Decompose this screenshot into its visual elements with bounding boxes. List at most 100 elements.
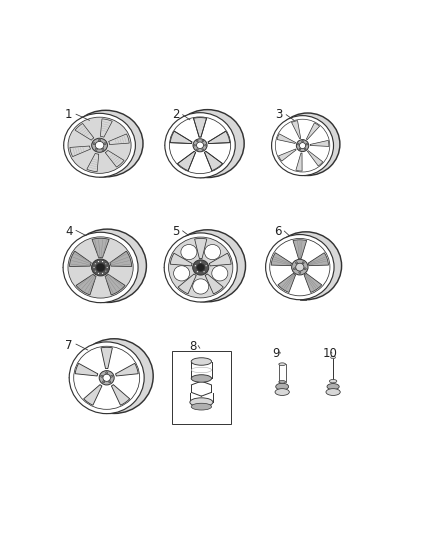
Ellipse shape (106, 266, 108, 268)
Ellipse shape (68, 237, 133, 298)
Ellipse shape (304, 268, 306, 270)
Polygon shape (87, 154, 99, 172)
Text: 1: 1 (65, 108, 72, 121)
Text: 4: 4 (65, 225, 72, 238)
Text: 7: 7 (65, 339, 72, 352)
Ellipse shape (296, 262, 297, 264)
Ellipse shape (193, 139, 207, 152)
Ellipse shape (102, 272, 103, 274)
Polygon shape (70, 251, 92, 266)
Ellipse shape (197, 142, 204, 149)
Polygon shape (110, 251, 132, 266)
Polygon shape (277, 134, 296, 143)
Ellipse shape (276, 113, 340, 175)
Polygon shape (209, 253, 231, 266)
Text: 5: 5 (172, 225, 179, 238)
Ellipse shape (297, 140, 309, 151)
Ellipse shape (94, 270, 96, 272)
Ellipse shape (196, 149, 198, 150)
Ellipse shape (98, 272, 99, 274)
Ellipse shape (95, 141, 104, 149)
Polygon shape (75, 124, 94, 140)
Ellipse shape (265, 235, 334, 300)
Ellipse shape (94, 263, 96, 265)
Polygon shape (105, 150, 124, 167)
Polygon shape (178, 274, 196, 294)
Ellipse shape (279, 381, 286, 383)
Polygon shape (307, 151, 323, 166)
Ellipse shape (106, 372, 108, 374)
Ellipse shape (306, 143, 307, 145)
Ellipse shape (105, 270, 107, 272)
Ellipse shape (326, 389, 340, 395)
Ellipse shape (101, 375, 103, 377)
Ellipse shape (170, 117, 231, 174)
Ellipse shape (191, 358, 212, 365)
Polygon shape (205, 151, 223, 171)
Ellipse shape (270, 232, 342, 300)
Text: 10: 10 (323, 347, 338, 360)
Ellipse shape (272, 116, 333, 175)
Ellipse shape (99, 139, 101, 141)
Ellipse shape (92, 259, 110, 276)
Polygon shape (296, 153, 302, 171)
Ellipse shape (194, 265, 196, 267)
Ellipse shape (205, 265, 207, 267)
Polygon shape (105, 274, 125, 295)
Ellipse shape (200, 261, 202, 263)
Polygon shape (279, 149, 296, 161)
Ellipse shape (202, 140, 204, 142)
Polygon shape (75, 364, 98, 376)
Ellipse shape (109, 381, 111, 383)
Ellipse shape (164, 233, 237, 302)
Ellipse shape (276, 383, 289, 390)
Bar (172, 351, 231, 424)
Ellipse shape (170, 230, 246, 302)
Ellipse shape (299, 271, 301, 273)
Ellipse shape (202, 149, 204, 150)
Ellipse shape (191, 375, 212, 382)
Text: 8: 8 (189, 341, 196, 353)
Ellipse shape (93, 143, 95, 144)
Ellipse shape (96, 263, 105, 272)
Polygon shape (292, 120, 301, 139)
Ellipse shape (212, 266, 228, 281)
Ellipse shape (193, 279, 209, 294)
Ellipse shape (191, 403, 212, 410)
Polygon shape (170, 253, 192, 266)
Polygon shape (101, 348, 113, 368)
Ellipse shape (197, 264, 205, 271)
Ellipse shape (74, 346, 140, 409)
Ellipse shape (300, 143, 306, 149)
Ellipse shape (103, 374, 110, 382)
Polygon shape (70, 146, 91, 157)
Ellipse shape (205, 245, 221, 260)
Ellipse shape (299, 148, 301, 150)
Ellipse shape (297, 143, 299, 145)
Polygon shape (100, 119, 112, 137)
Ellipse shape (68, 110, 143, 177)
Ellipse shape (69, 342, 144, 414)
Ellipse shape (165, 112, 235, 178)
Ellipse shape (327, 384, 339, 390)
Ellipse shape (292, 260, 308, 275)
Ellipse shape (181, 245, 197, 260)
Polygon shape (170, 131, 192, 143)
Ellipse shape (279, 363, 286, 366)
Polygon shape (194, 238, 207, 259)
Ellipse shape (68, 229, 146, 302)
Ellipse shape (111, 375, 113, 377)
Ellipse shape (68, 117, 131, 173)
Text: 3: 3 (276, 108, 283, 121)
Polygon shape (92, 238, 109, 258)
Text: 6: 6 (274, 225, 281, 238)
Ellipse shape (270, 238, 330, 296)
Polygon shape (84, 385, 102, 405)
Ellipse shape (64, 114, 135, 177)
Ellipse shape (190, 398, 213, 407)
Polygon shape (310, 140, 329, 147)
Ellipse shape (171, 110, 244, 177)
Ellipse shape (293, 268, 296, 270)
Polygon shape (271, 253, 292, 265)
Polygon shape (278, 273, 296, 293)
